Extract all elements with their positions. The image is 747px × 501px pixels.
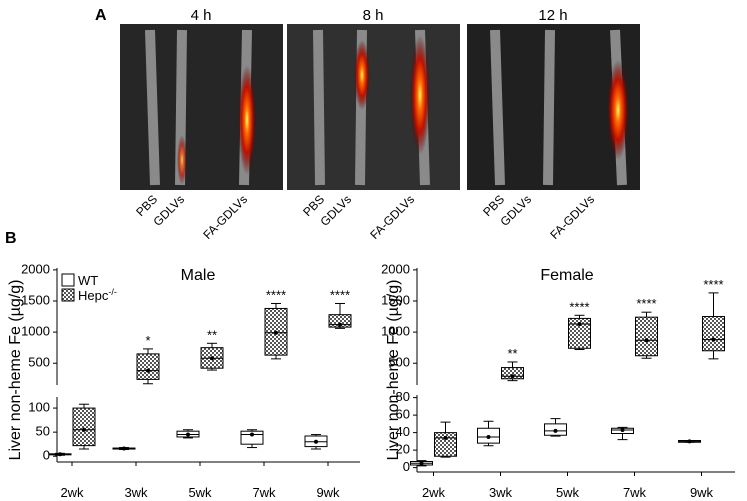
x-tick-label: 3wk [124, 485, 148, 500]
y-tick-label: 0 [43, 448, 50, 463]
median-dot [510, 374, 515, 379]
legend-swatch [61, 273, 75, 287]
significance: **** [266, 287, 286, 302]
legend-swatch [61, 288, 75, 302]
significance: **** [330, 287, 350, 302]
image-1 [120, 24, 283, 190]
chart-title: Male [181, 267, 216, 284]
x-tick-label: 5wk [188, 485, 212, 500]
legend-label: WT [78, 273, 98, 288]
y-tick-label: 0 [403, 459, 410, 474]
x-tick-label: 7wk [252, 485, 276, 500]
image-2 [287, 24, 460, 190]
median-dot [210, 356, 214, 361]
y-tick-label: 500 [28, 355, 50, 370]
y-tick-label: 1000 [21, 324, 50, 339]
median-dot [419, 461, 424, 466]
median-dot [577, 322, 582, 327]
significance: **** [703, 277, 723, 292]
legend-label: Hepc-/- [78, 287, 117, 303]
legend-text: Hepc [78, 288, 109, 303]
box [434, 432, 457, 457]
median-dot [687, 439, 692, 444]
box [702, 316, 725, 352]
median-dot [250, 432, 254, 437]
median-dot [553, 428, 558, 433]
y-tick-label: 1000 [381, 324, 410, 339]
y-tick-label: 500 [388, 355, 410, 370]
significance: ** [207, 327, 217, 342]
median-dot [58, 452, 62, 457]
time-label: 4 h [191, 7, 212, 24]
median-dot [338, 322, 342, 327]
sample-label: GDLVs [150, 192, 187, 229]
significance: **** [569, 299, 589, 314]
median-dot [620, 428, 625, 432]
x-tick-label: 9wk [316, 485, 340, 500]
x-tick-label: 2wk [422, 485, 446, 500]
y-tick-label: 20 [396, 442, 410, 457]
y-tick-label: 80 [396, 389, 410, 404]
panel-label: B [5, 230, 17, 247]
y-axis-label: Liver non-heme Fe (µg/g) [385, 280, 402, 461]
sample-label: FA-GDLVs [367, 192, 417, 242]
median-dot [146, 368, 150, 373]
legend-text: WT [78, 273, 98, 288]
median-dot [186, 432, 190, 437]
time-label: 12 h [538, 7, 567, 24]
panel-label: A [95, 7, 107, 24]
box [635, 316, 658, 357]
median-dot [274, 330, 278, 335]
y-tick-label: 100 [28, 400, 50, 415]
time-label: 8 h [363, 7, 384, 24]
x-tick-label: 7wk [623, 485, 647, 500]
x-tick-label: 2wk [60, 485, 84, 500]
x-tick-label: 5wk [556, 485, 580, 500]
significance: * [145, 333, 150, 348]
significance: **** [636, 296, 656, 311]
median-dot [443, 435, 448, 440]
median-dot [486, 435, 491, 439]
y-tick-label: 1500 [21, 292, 50, 307]
legend-sup: -/- [108, 287, 117, 297]
sample-label: GDLVs [497, 192, 534, 229]
y-axis-label: Liver non-heme Fe (µg/g) [7, 280, 24, 461]
y-tick-label: 2000 [381, 261, 410, 276]
significance: ** [507, 346, 517, 361]
median-dot [82, 427, 86, 432]
y-tick-label: 40 [396, 424, 410, 439]
y-tick-label: 60 [396, 407, 410, 422]
median-dot [122, 446, 126, 451]
y-tick-label: 2000 [21, 261, 50, 276]
median-dot [314, 439, 318, 444]
box [568, 317, 591, 349]
sample-label: FA-GDLVs [200, 192, 250, 242]
median-dot [711, 337, 716, 342]
sample-label: FA-GDLVs [547, 192, 597, 242]
box [328, 314, 352, 328]
y-tick-label: 50 [36, 424, 50, 439]
x-tick-label: 3wk [489, 485, 513, 500]
box [136, 353, 160, 380]
box [72, 407, 96, 447]
image-3 [467, 24, 640, 190]
median-dot [644, 338, 649, 343]
box [501, 367, 524, 380]
chart-title: Female [540, 267, 593, 284]
sample-label: GDLVs [317, 192, 354, 229]
y-tick-label: 1500 [381, 292, 410, 307]
x-tick-label: 9wk [690, 485, 714, 500]
